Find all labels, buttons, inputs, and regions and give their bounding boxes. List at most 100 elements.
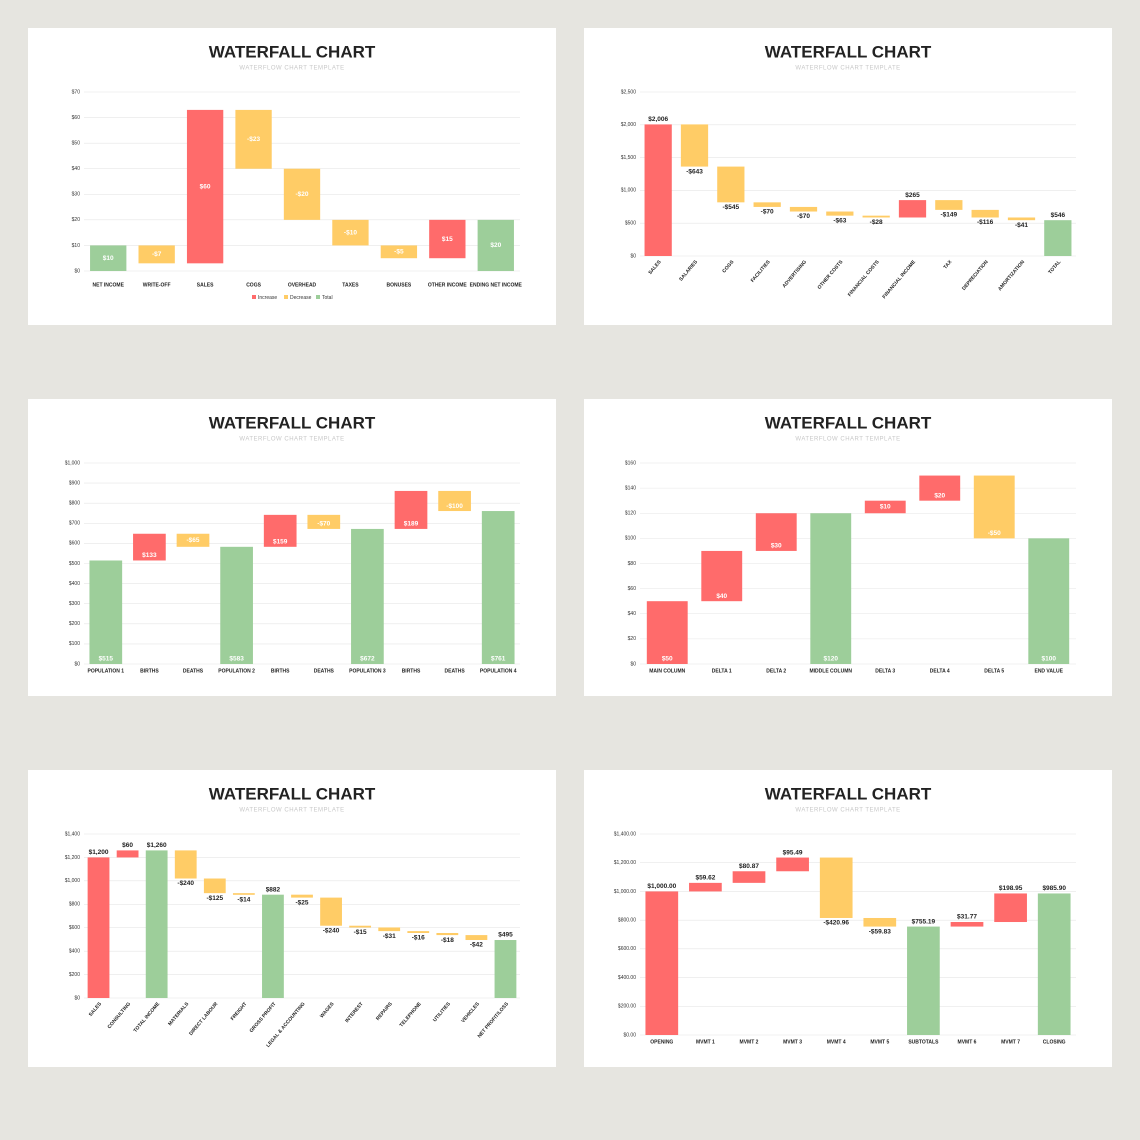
bar (810, 513, 852, 664)
panel-background (28, 770, 556, 1067)
value-label: $120 (824, 656, 839, 663)
bar (235, 109, 272, 169)
x-tick-label: TAXES (342, 282, 359, 288)
bar (138, 245, 175, 264)
value-label: $40 (716, 593, 727, 600)
chart-subtitle: WATERFLOW CHART TEMPLATE (795, 808, 900, 814)
y-tick-label: $1,500 (621, 155, 637, 161)
value-label: -$14 (237, 897, 250, 904)
value-label: $20 (934, 492, 945, 499)
x-tick-label: NET INCOME (93, 282, 125, 288)
y-tick-label: $0.00 (623, 1032, 636, 1038)
value-label: $882 (266, 886, 281, 893)
value-label: -$100 (446, 503, 463, 510)
value-label: -$18 (441, 937, 454, 944)
y-tick-label: $0 (630, 253, 636, 259)
value-label: -$59.83 (869, 928, 891, 935)
y-tick-label: $40 (72, 166, 81, 172)
bar (436, 932, 459, 936)
y-tick-label: $400 (69, 581, 80, 587)
bar (645, 891, 679, 1035)
y-tick-label: $1,000.00 (614, 889, 636, 895)
bar (732, 871, 766, 883)
value-label: -$23 (247, 136, 260, 143)
x-tick-label: MVMT 5 (870, 1039, 889, 1045)
x-tick-label: DELTA 1 (712, 668, 732, 674)
bar (789, 206, 818, 212)
x-tick-label: POPULATION 1 (88, 668, 125, 674)
chart-title: WATERFALL CHART (209, 42, 376, 61)
bar (89, 560, 123, 664)
y-tick-label: $800 (69, 501, 80, 507)
value-label: -$240 (177, 880, 194, 887)
bar (689, 882, 722, 892)
bar (753, 202, 781, 207)
y-tick-label: $0 (630, 661, 636, 667)
y-tick-label: $160 (625, 460, 636, 466)
value-label: -$116 (977, 219, 994, 226)
bar (186, 109, 224, 264)
bar (1044, 220, 1072, 256)
chart-title: WATERFALL CHART (209, 413, 376, 432)
chart-title: WATERFALL CHART (209, 784, 376, 803)
y-tick-label: $0 (74, 661, 80, 667)
x-tick-label: TAX (943, 259, 954, 271)
y-tick-label: $1,400 (65, 831, 81, 837)
x-tick-label: MVMT 2 (740, 1039, 759, 1045)
bar (394, 490, 428, 529)
chart-subtitle: WATERFLOW CHART TEMPLATE (239, 808, 344, 814)
value-label: -$70 (761, 209, 774, 216)
y-tick-label: $500 (69, 561, 80, 567)
y-tick-label: $100 (69, 641, 80, 647)
bar (755, 513, 797, 551)
value-label: $2,006 (648, 116, 668, 123)
bar (1028, 538, 1070, 664)
bar (174, 850, 197, 879)
value-label: $761 (491, 656, 506, 663)
value-label: $95.49 (783, 849, 803, 856)
x-tick-label: DEATHS (183, 668, 204, 674)
bar (776, 857, 809, 872)
x-tick-label: WRITE-OFF (143, 282, 171, 288)
x-tick-label: DELTA 4 (930, 668, 950, 674)
bar (701, 550, 743, 602)
bar (994, 893, 1027, 923)
y-tick-label: $700 (69, 521, 80, 527)
value-label: -$5 (394, 249, 404, 256)
value-label: -$7 (152, 251, 162, 258)
value-label: $755.19 (912, 918, 936, 925)
value-label: $10 (880, 504, 891, 511)
bar (263, 514, 297, 547)
value-label: -$65 (186, 537, 199, 544)
bar (477, 219, 514, 271)
bar (429, 219, 466, 259)
y-tick-label: $200.00 (618, 1004, 636, 1010)
value-label: $495 (498, 932, 513, 939)
x-tick-label: POPULATION 4 (480, 668, 517, 674)
value-label: $985.90 (1042, 885, 1066, 892)
value-label: -$20 (295, 191, 308, 198)
y-tick-label: $2,000 (621, 122, 637, 128)
y-tick-label: $1,200 (65, 855, 81, 861)
x-tick-label: MVMT 1 (696, 1039, 715, 1045)
value-label: $265 (905, 192, 920, 199)
value-label: -$70 (317, 521, 330, 528)
value-label: $50 (662, 656, 673, 663)
value-label: -$240 (323, 927, 340, 934)
bar (307, 514, 341, 529)
value-label: -$15 (354, 929, 367, 936)
bar (87, 857, 110, 998)
bar (351, 528, 384, 664)
y-tick-label: $1,000 (65, 460, 81, 466)
y-tick-label: $600 (69, 925, 80, 931)
legend-label: Total (322, 295, 333, 301)
value-label: -$63 (833, 217, 846, 224)
bar (465, 935, 488, 941)
bar (332, 219, 369, 246)
value-label: -$643 (686, 168, 703, 175)
chart-title: WATERFALL CHART (765, 784, 932, 803)
value-label: -$70 (797, 213, 810, 220)
bar (320, 897, 342, 926)
bar (262, 894, 284, 998)
